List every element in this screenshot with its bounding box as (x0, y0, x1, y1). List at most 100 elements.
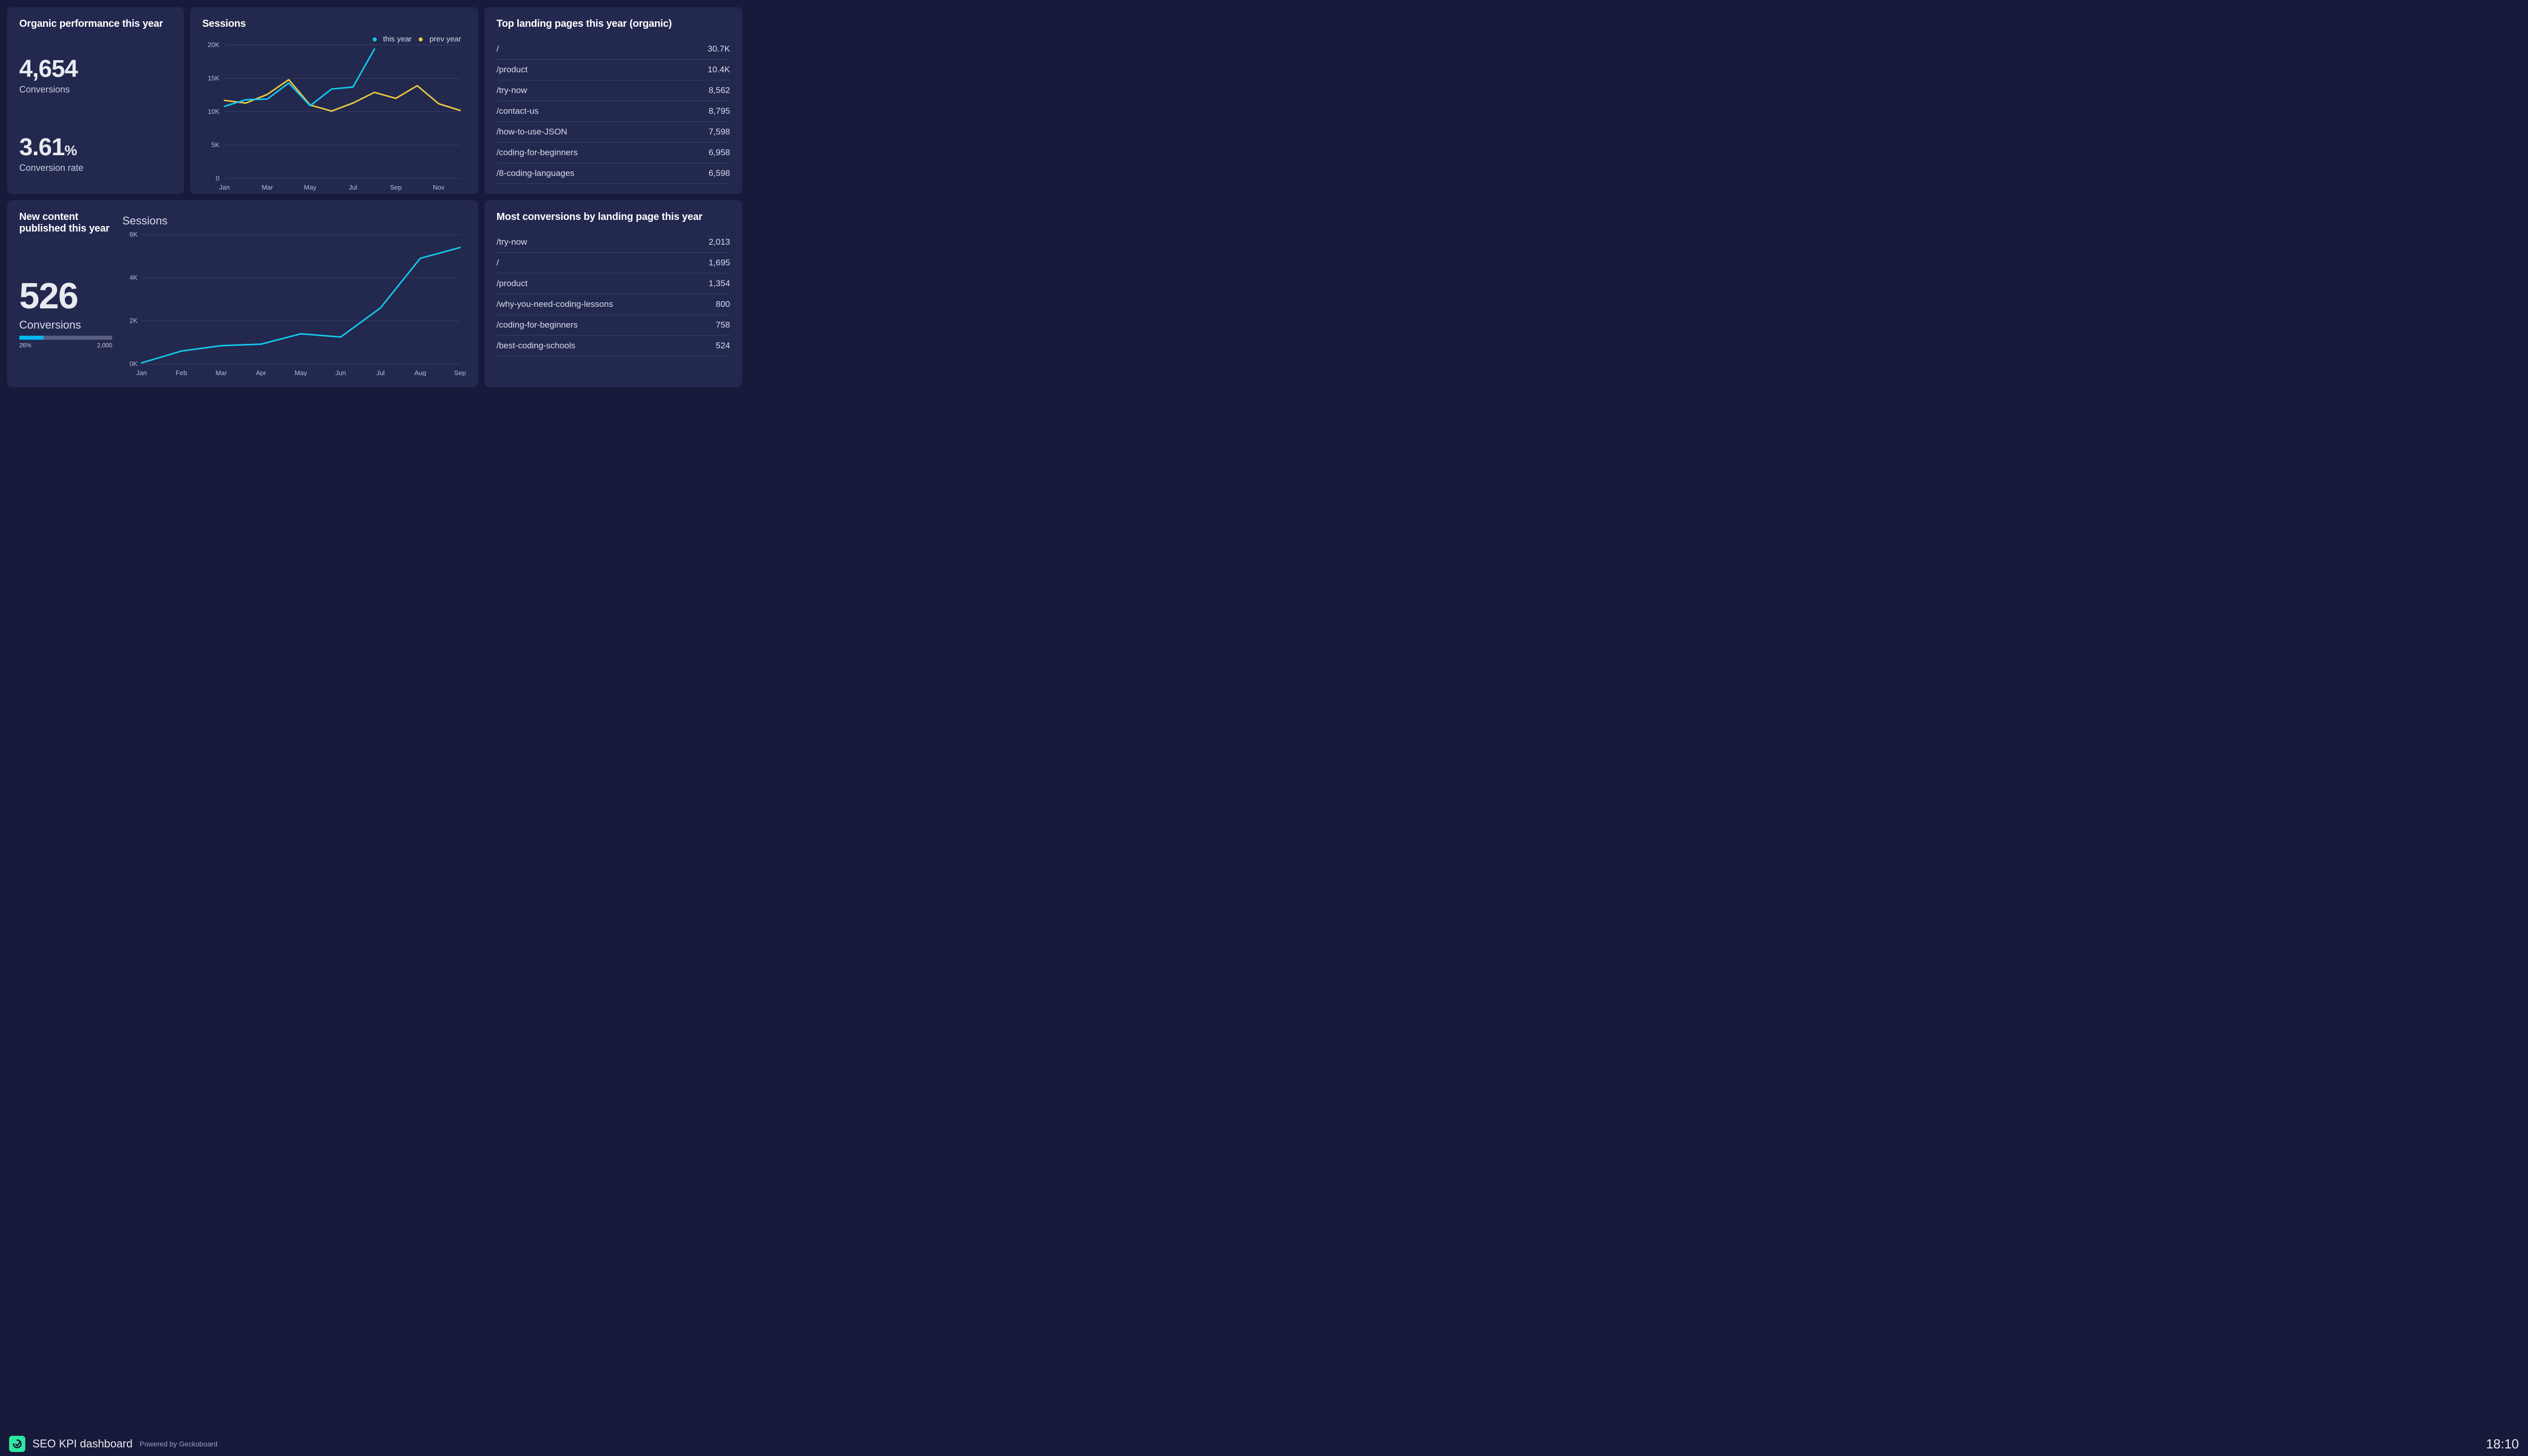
progress-wrap: 26% 2,000 (19, 336, 112, 349)
list-item-path: /why-you-need-coding-lessons (496, 299, 613, 309)
svg-text:Jan: Jan (137, 369, 147, 376)
card-title: Top landing pages this year (organic) (496, 18, 730, 30)
list-item-path: /best-coding-schools (496, 341, 575, 351)
clock: 18:10 (2486, 1436, 2519, 1452)
svg-text:15K: 15K (208, 74, 219, 82)
svg-text:Sep: Sep (390, 184, 401, 191)
svg-text:Jul: Jul (376, 369, 385, 376)
progress-bar (19, 336, 112, 340)
new-content-conversions-value: 526 (19, 278, 112, 314)
legend-label: this year (383, 35, 412, 43)
svg-text:0: 0 (216, 174, 219, 182)
svg-text:Mar: Mar (262, 184, 274, 191)
svg-text:Jan: Jan (219, 184, 230, 191)
conversion-rate-value: 3.61% (19, 135, 172, 160)
list-item-path: /product (496, 65, 527, 75)
list-item-path: / (496, 258, 499, 268)
list-item-path: / (496, 44, 499, 54)
new-content-left: New content published this year 526 Conv… (19, 211, 112, 376)
sessions-chart: this year prev year 05K10K15K20KJanMarMa… (202, 36, 466, 195)
footer: SEO KPI dashboard Powered by Geckoboard … (0, 1432, 2528, 1456)
sessions-subtitle: Sessions (122, 214, 466, 228)
conversions-pages-list: /try-now 2,013 / 1,695/product 1,354/why-you… (496, 232, 730, 356)
svg-text:10K: 10K (208, 108, 219, 115)
svg-text:May: May (295, 369, 307, 376)
organic-performance-card: Organic performance this year 4,654 Conv… (7, 7, 184, 194)
list-item-value: 8,562 (708, 85, 730, 96)
progress-fill (19, 336, 43, 340)
list-item[interactable]: / 1,695 (496, 253, 730, 274)
list-item[interactable]: /coding-for-beginners 6,958 (496, 143, 730, 163)
landing-pages-list: / 30.7K/product 10.4K/try-now 8,562/contact… (496, 39, 730, 184)
dashboard-title: SEO KPI dashboard (32, 1437, 132, 1450)
legend-label: prev year (429, 35, 461, 43)
progress-labels: 26% 2,000 (19, 342, 112, 349)
chart-legend: this year prev year (368, 35, 461, 43)
new-content-conversions-label: Conversions (19, 318, 112, 332)
svg-text:Mar: Mar (215, 369, 227, 376)
card-title: Organic performance this year (19, 18, 172, 30)
list-item-path: /how-to-use-JSON (496, 127, 567, 137)
svg-text:4K: 4K (129, 274, 138, 281)
list-item-path: /8-coding-languages (496, 168, 574, 178)
svg-text:20K: 20K (208, 41, 219, 49)
list-item-path: /try-now (496, 237, 527, 247)
conversions-value: 4,654 (19, 57, 172, 81)
list-item-path: /coding-for-beginners (496, 320, 578, 330)
list-item[interactable]: /product 1,354 (496, 274, 730, 294)
svg-text:Apr: Apr (256, 369, 266, 376)
svg-text:Jun: Jun (335, 369, 346, 376)
conversions-metric: 4,654 Conversions (19, 57, 172, 95)
list-item[interactable]: /product 10.4K (496, 60, 730, 80)
new-content-card: New content published this year 526 Conv… (7, 200, 478, 387)
legend-dot-prev-year (419, 37, 423, 41)
list-item-value: 10.4K (708, 65, 730, 75)
svg-text:0K: 0K (129, 360, 138, 368)
sessions-svg: 05K10K15K20KJanMarMayJulSepNov (202, 36, 465, 193)
list-item-value: 1,695 (708, 258, 730, 268)
list-item-value: 6,958 (708, 148, 730, 158)
powered-by: Powered by Geckoboard (140, 1440, 217, 1448)
list-item[interactable]: /how-to-use-JSON 7,598 (496, 122, 730, 143)
legend-dot-this-year (373, 37, 377, 41)
list-item[interactable]: /why-you-need-coding-lessons 800 (496, 294, 730, 315)
list-item[interactable]: / 30.7K (496, 39, 730, 60)
svg-text:Sep: Sep (454, 369, 466, 376)
list-item-path: /contact-us (496, 106, 538, 116)
list-item[interactable]: /contact-us 8,795 (496, 101, 730, 122)
list-item-path: /coding-for-beginners (496, 148, 578, 158)
new-content-right: Sessions 0K2K4K6KJanFebMarAprMayJunJulAu… (122, 211, 466, 376)
new-content-svg: 0K2K4K6KJanFebMarAprMayJunJulAugSep (122, 232, 466, 376)
svg-text:6K: 6K (129, 232, 138, 238)
conversion-rate-label: Conversion rate (19, 163, 172, 173)
list-item[interactable]: /coding-for-beginners 758 (496, 315, 730, 336)
svg-text:5K: 5K (211, 141, 219, 149)
list-item-value: 2,013 (708, 237, 730, 247)
svg-text:Nov: Nov (433, 184, 445, 191)
list-item-value: 8,795 (708, 106, 730, 116)
list-item-value: 1,354 (708, 279, 730, 289)
landing-pages-card: Top landing pages this year (organic) / 3… (484, 7, 742, 194)
sessions-card: Sessions this year prev year 05K10K15K20… (190, 7, 478, 194)
list-item[interactable]: /best-coding-schools 524 (496, 336, 730, 356)
conversions-pages-card: Most conversions by landing page this ye… (484, 200, 742, 387)
list-item-value: 800 (716, 299, 730, 309)
list-item-value: 758 (716, 320, 730, 330)
list-item-path: /product (496, 279, 527, 289)
brand-logo-icon (9, 1436, 25, 1452)
svg-text:Feb: Feb (176, 369, 187, 376)
list-item-value: 524 (716, 341, 730, 351)
list-item-path: /try-now (496, 85, 527, 96)
list-item-value: 30.7K (708, 44, 730, 54)
svg-text:Jul: Jul (349, 184, 357, 191)
conversions-label: Conversions (19, 84, 172, 95)
list-item[interactable]: /try-now 8,562 (496, 80, 730, 101)
conversion-rate-metric: 3.61% Conversion rate (19, 135, 172, 173)
svg-text:Aug: Aug (415, 369, 426, 376)
list-item[interactable]: /8-coding-languages 6,598 (496, 163, 730, 184)
progress-target: 2,000 (97, 342, 112, 349)
dashboard-grid: Organic performance this year 4,654 Conv… (0, 0, 748, 394)
list-item[interactable]: /try-now 2,013 (496, 232, 730, 253)
list-item-value: 6,598 (708, 168, 730, 178)
list-item-value: 7,598 (708, 127, 730, 137)
